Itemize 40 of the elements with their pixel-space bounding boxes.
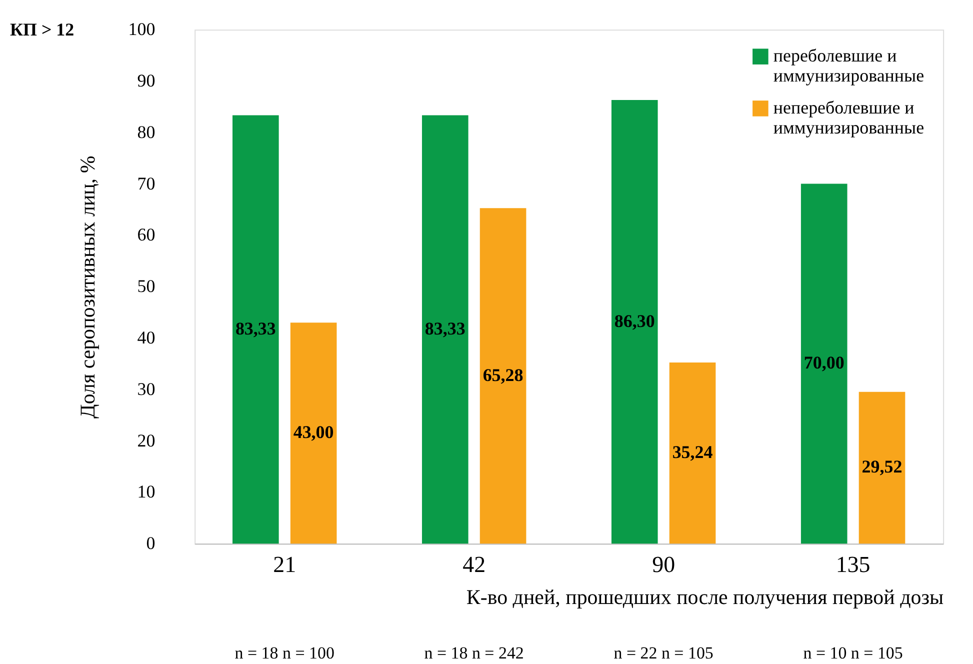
y-tick-label: 50	[137, 276, 156, 296]
y-tick-label: 10	[137, 482, 156, 502]
legend-label: непереболевшие и иммунизированные	[773, 97, 924, 138]
data-label: 86,30	[614, 310, 655, 331]
x-tick-label: 42	[462, 552, 486, 578]
y-tick-label: 90	[137, 70, 156, 91]
bar	[858, 392, 906, 544]
text: n = 22 n = 105	[614, 643, 714, 662]
data-label: 35,24	[672, 442, 713, 462]
y-tick-label: 80	[137, 122, 156, 142]
y-tick-label: 20	[137, 430, 156, 450]
legend-label: переболевшие и иммунизированные	[773, 46, 924, 86]
bar	[480, 208, 526, 544]
y-tick-label: 60	[137, 224, 156, 245]
data-label: 83,33	[424, 318, 466, 338]
data-label: 83,33	[235, 318, 276, 338]
data-label: 43,00	[293, 422, 334, 442]
text: n = 10 n = 105	[803, 643, 903, 662]
data-label: 29,52	[862, 456, 902, 477]
y-axis-title: Доля серопозитивных лиц, %	[75, 156, 100, 418]
y-tick-label: 0	[146, 533, 156, 554]
y-tick-label: 40	[137, 327, 156, 348]
bar	[800, 184, 848, 544]
bar	[669, 362, 716, 544]
data-label: 65,28	[482, 364, 524, 385]
x-tick-label: 90	[652, 552, 676, 578]
bar	[232, 115, 279, 544]
y-tick-label: 70	[137, 173, 156, 194]
data-label: 70,00	[804, 352, 844, 373]
x-tick-label: 135	[836, 552, 870, 578]
x-tick-label: 21	[273, 552, 296, 578]
y-tick-label: 100	[128, 19, 156, 40]
x-axis-title: К-во дней, прошедших после получения первой дозы	[466, 584, 944, 609]
bar	[422, 115, 468, 544]
text: n = 18 n = 242	[424, 643, 524, 662]
text: КП > 12	[10, 20, 74, 40]
bar	[290, 322, 337, 544]
y-tick-label: 30	[137, 378, 156, 399]
bar	[611, 100, 658, 544]
text: n = 18 n = 100	[234, 643, 334, 662]
